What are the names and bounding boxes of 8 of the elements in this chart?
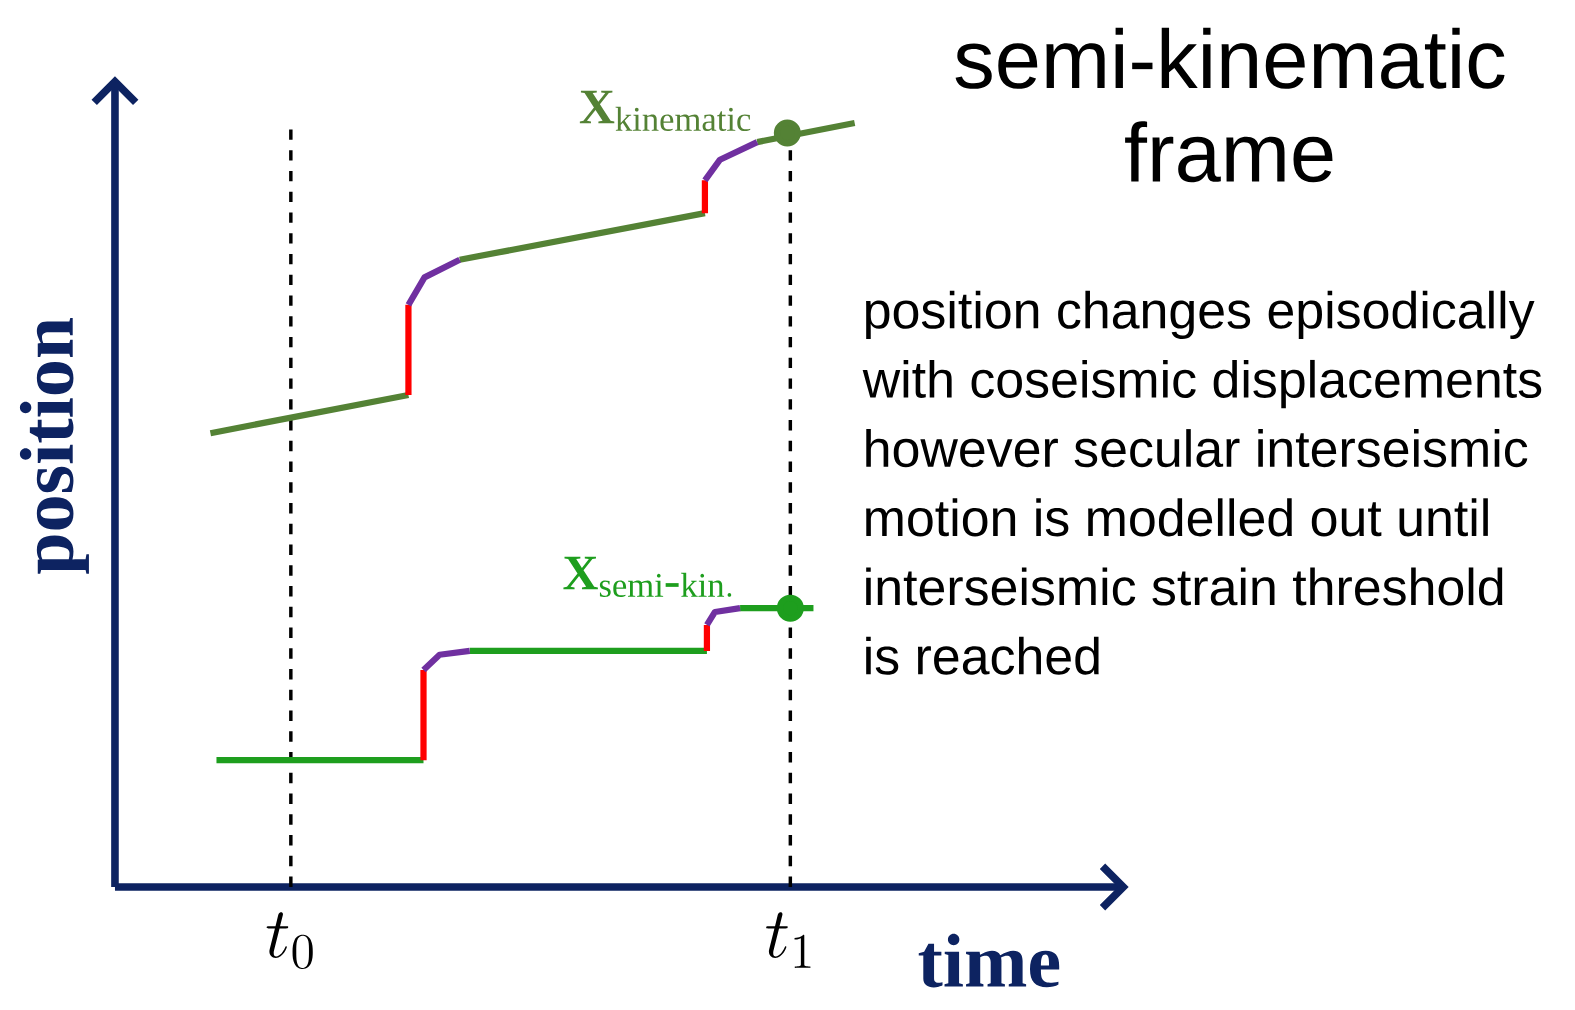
x-tick-label: $t_{0}$ bbox=[266, 912, 313, 969]
annotation: position changes episodically with coseismic displacements however secular interseismic motion is modelled out until interseismic strain threshold is reached bbox=[862, 290, 1542, 675]
x-tick-label: $t_{1}$ bbox=[766, 912, 811, 968]
chart-title: semi-kinematic frame bbox=[955, 27, 1505, 183]
series-label: $\mathbf{X}_{\mathrm{semi\mbox{-}kin.}}$ bbox=[563, 556, 732, 598]
x-axis-title: time bbox=[918, 933, 1060, 988]
legend-label: $\mathbf{X}_{\mathrm{kinematic}}$ bbox=[579, 90, 751, 132]
y-axis-title: position bbox=[19, 317, 89, 574]
